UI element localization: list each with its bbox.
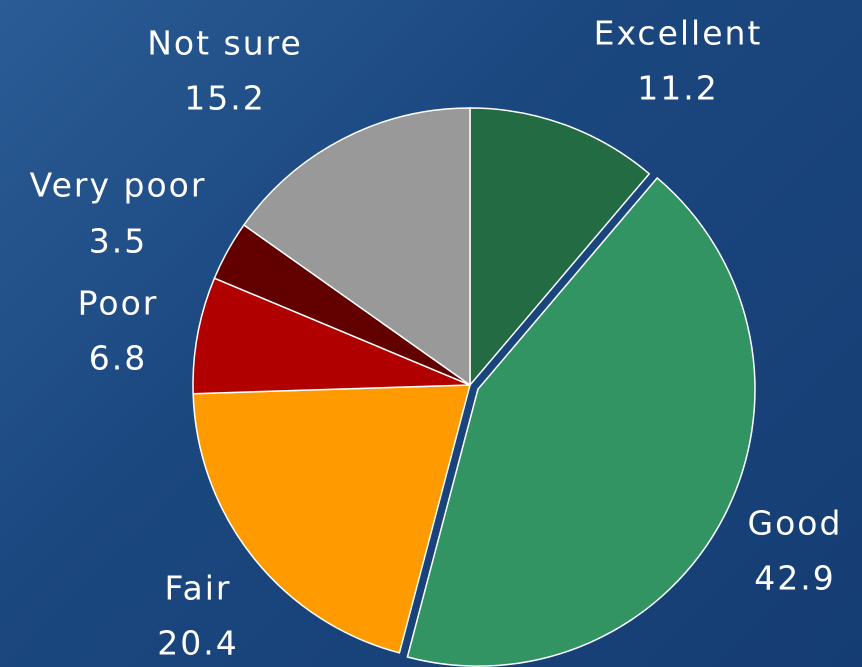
slice-label: Good [748, 504, 843, 543]
slice-value: 3.5 [89, 222, 147, 261]
pie-slice [406, 176, 756, 667]
pie-slice [192, 384, 471, 654]
slice-value: 11.2 [637, 69, 718, 108]
slice-value: 20.4 [157, 624, 238, 663]
slice-value: 15.2 [184, 79, 265, 118]
slice-label: Not sure [147, 24, 303, 63]
slice-value: 6.8 [89, 339, 147, 378]
slice-label: Very poor [30, 166, 207, 205]
slice-label: Fair [165, 569, 232, 608]
slice-label: Poor [78, 284, 159, 323]
pie-slice [192, 277, 471, 395]
slice-label: Excellent [594, 14, 763, 53]
pie-slice [469, 107, 651, 388]
slice-value: 42.9 [754, 559, 835, 598]
pie-slice [242, 107, 471, 387]
